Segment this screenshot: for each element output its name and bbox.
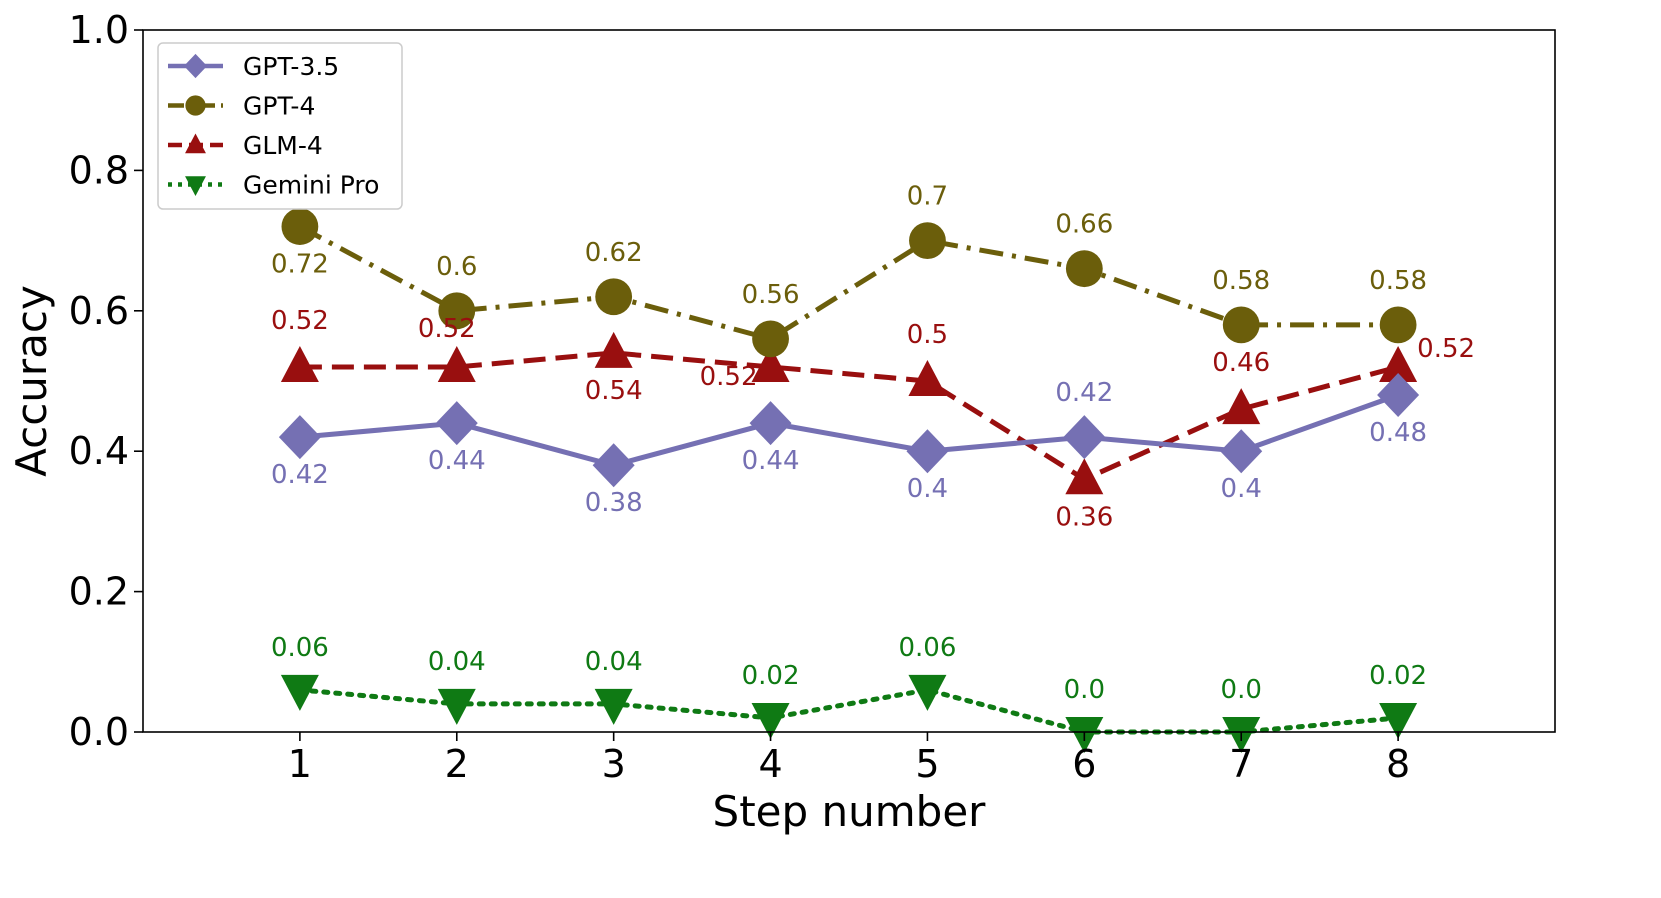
y-tick-label: 0.6 (69, 289, 129, 333)
gpt-4-point (909, 222, 946, 259)
y-axis-title: Accuracy (7, 285, 56, 477)
legend-glm-4-marker (185, 133, 206, 154)
glm-4-data-label: 0.52 (418, 314, 476, 344)
x-axis-title: Step number (713, 787, 987, 836)
gpt-3-5-point (749, 401, 792, 446)
gpt-3-5-point (435, 401, 478, 446)
legend-glm-4-label: GLM-4 (243, 131, 323, 160)
gpt-3-5-data-label: 0.42 (271, 460, 329, 490)
x-tick-label: 5 (915, 742, 939, 786)
x-tick-label: 4 (758, 742, 782, 786)
x-tick-label: 8 (1386, 742, 1410, 786)
gemini-pro-point (437, 688, 476, 725)
gpt-4-point (1065, 250, 1103, 288)
legend-gpt-3-5-label: GPT-3.5 (243, 52, 339, 81)
gpt-3-5-data-label: 0.4 (907, 474, 948, 504)
gemini-pro-data-label: 0.0 (1221, 675, 1262, 705)
glm-4-point (1065, 458, 1104, 495)
glm-4-data-label: 0.52 (1417, 334, 1475, 364)
gpt-3-5-point (592, 443, 635, 488)
gemini-pro-point (280, 674, 319, 711)
gpt-4-line (298, 224, 1399, 342)
legend-box (157, 42, 403, 210)
gpt-3-5-data-label: 0.42 (1055, 378, 1113, 408)
gpt-4-data-label: 0.72 (271, 250, 329, 280)
glm-4-point (1222, 388, 1261, 425)
legend-gpt-4-marker (185, 95, 206, 116)
axis-ticks: 0.0 0.2 0.4 0.6 0.8 1.0 1 2 3 4 5 6 7 8 (69, 8, 1411, 786)
gpt-4-data-label: 0.6 (436, 252, 477, 282)
gpt-4-data-label: 0.58 (1212, 266, 1270, 296)
gpt-4-point (1379, 306, 1417, 344)
y-tick-label: 0.8 (69, 148, 129, 192)
gemini-pro-data-label: 0.02 (1369, 661, 1427, 691)
glm-4-point (280, 345, 319, 382)
gpt-3-5-data-label: 0.38 (585, 488, 643, 518)
y-tick-label: 0.4 (69, 429, 129, 473)
x-tick-label: 3 (602, 742, 626, 786)
gpt-4-data-label: 0.56 (742, 280, 800, 310)
gpt-4-point (281, 208, 319, 245)
legend: GPT-3.5 GPT-4 GLM-4 Gemini Pro (157, 42, 403, 210)
glm-4-data-label: 0.52 (700, 362, 758, 392)
gpt-3-5-point (1377, 373, 1420, 418)
gpt-3-5-data-label: 0.48 (1369, 418, 1427, 448)
gemini-pro-point (1379, 702, 1418, 739)
gpt-3-5-point (906, 429, 949, 474)
glm-4-data-label: 0.46 (1212, 348, 1270, 378)
gpt-4-point (595, 278, 633, 316)
data-labels: 0.52 0.52 0.54 0.52 0.5 0.36 0.46 0.52 0.42 0.44 0… (271, 182, 1475, 705)
glm-4-data-label: 0.52 (271, 306, 329, 336)
gemini-pro-data-label: 0.0 (1064, 675, 1105, 705)
x-tick-label: 1 (288, 742, 312, 786)
x-tick-label: 7 (1229, 742, 1253, 786)
gpt-4-point (1222, 306, 1260, 344)
gemini-pro-point (751, 702, 790, 739)
gemini-pro-point (908, 674, 947, 711)
glm-4-data-label: 0.5 (907, 320, 948, 350)
gemini-pro-data-label: 0.02 (742, 661, 800, 691)
gpt-3-5-point (1220, 429, 1263, 474)
y-tick-label: 0.2 (69, 570, 129, 614)
y-tick-label: 1.0 (69, 8, 129, 52)
gpt-3-5-data-label: 0.4 (1221, 474, 1262, 504)
gpt-3-5-point (278, 415, 321, 460)
legend-gemini-pro-label: Gemini Pro (243, 171, 379, 200)
y-tick-label: 0.0 (69, 710, 129, 754)
gemini-pro-data-label: 0.04 (585, 647, 643, 677)
gpt-4-point (752, 320, 789, 358)
plot-frame (142, 29, 1556, 733)
glm-4-data-label: 0.54 (585, 376, 643, 406)
legend-gpt-4-label: GPT-4 (243, 92, 315, 121)
gpt-4-data-label: 0.66 (1055, 210, 1113, 240)
glm-4-point (437, 345, 476, 382)
glm-4-point (1379, 345, 1418, 382)
gpt-4-point (438, 292, 476, 330)
glm-4-line (299, 350, 1399, 483)
legend-gpt-3-5-marker (183, 53, 208, 79)
glm-4-point (594, 331, 633, 368)
gemini-pro-point (594, 688, 633, 725)
gpt-4-data-label: 0.62 (585, 238, 643, 268)
gpt-3-5-data-label: 0.44 (742, 446, 800, 476)
glm-4-point (751, 345, 790, 382)
legend-gemini-pro-marker (185, 176, 206, 197)
x-tick-label: 6 (1072, 742, 1096, 786)
gpt-4-data-label: 0.58 (1369, 266, 1427, 296)
gemini-pro-data-label: 0.04 (428, 647, 486, 677)
gpt-3-5-data-label: 0.44 (428, 446, 486, 476)
gemini-pro-data-label: 0.06 (271, 633, 329, 663)
glm-4-point (908, 360, 947, 396)
gpt-3-5-line (299, 392, 1399, 468)
gpt-4-data-label: 0.7 (907, 182, 948, 212)
gemini-pro-data-label: 0.06 (898, 633, 956, 663)
gpt-3-5-point (1063, 415, 1106, 460)
glm-4-data-label: 0.36 (1055, 502, 1113, 532)
x-tick-label: 2 (445, 742, 469, 786)
